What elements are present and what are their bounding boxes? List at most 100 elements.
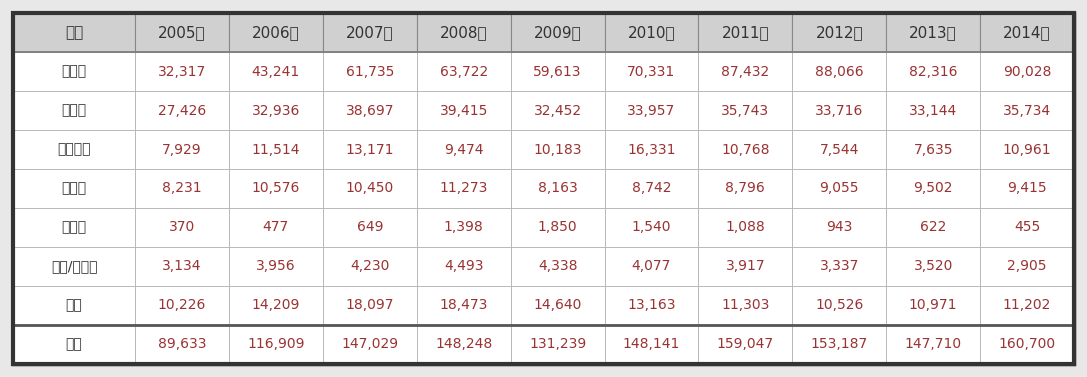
- Text: 8,796: 8,796: [725, 181, 765, 196]
- Text: 2012년: 2012년: [815, 25, 863, 40]
- Text: 147,710: 147,710: [904, 337, 962, 351]
- Bar: [511, 325, 604, 364]
- Bar: [980, 325, 1074, 364]
- Text: 9,415: 9,415: [1008, 181, 1047, 196]
- Bar: [416, 169, 511, 208]
- Bar: [416, 247, 511, 286]
- Bar: [229, 286, 323, 325]
- Text: 160,700: 160,700: [999, 337, 1055, 351]
- Bar: [416, 13, 511, 52]
- Bar: [229, 52, 323, 91]
- Text: 2007년: 2007년: [346, 25, 393, 40]
- Bar: [229, 169, 323, 208]
- Bar: [229, 208, 323, 247]
- Text: 33,144: 33,144: [909, 104, 958, 118]
- Bar: [886, 130, 980, 169]
- Text: 상업용: 상업용: [62, 104, 87, 118]
- Text: 116,909: 116,909: [247, 337, 304, 351]
- Bar: [135, 52, 229, 91]
- Bar: [792, 208, 886, 247]
- Text: 148,141: 148,141: [623, 337, 680, 351]
- Text: 농수산용: 농수산용: [58, 143, 91, 156]
- Text: 10,768: 10,768: [721, 143, 770, 156]
- Bar: [511, 13, 604, 52]
- Bar: [604, 208, 699, 247]
- Text: 교육/사회용: 교육/사회용: [51, 259, 98, 273]
- Bar: [792, 91, 886, 130]
- Bar: [604, 13, 699, 52]
- Bar: [604, 247, 699, 286]
- Bar: [604, 91, 699, 130]
- Bar: [229, 91, 323, 130]
- Text: 33,716: 33,716: [815, 104, 863, 118]
- Text: 8,163: 8,163: [538, 181, 577, 196]
- Bar: [416, 208, 511, 247]
- Text: 2009년: 2009년: [534, 25, 582, 40]
- Text: 3,337: 3,337: [820, 259, 859, 273]
- Text: 1,850: 1,850: [538, 221, 577, 234]
- Text: 27,426: 27,426: [158, 104, 207, 118]
- Text: 10,526: 10,526: [815, 298, 863, 313]
- Text: 3,520: 3,520: [913, 259, 953, 273]
- Text: 공공용: 공공용: [62, 221, 87, 234]
- Text: 61,735: 61,735: [346, 64, 393, 79]
- Text: 4,338: 4,338: [538, 259, 577, 273]
- Text: 3,956: 3,956: [257, 259, 296, 273]
- Bar: [792, 52, 886, 91]
- Text: 4,493: 4,493: [443, 259, 484, 273]
- Text: 82,316: 82,316: [909, 64, 958, 79]
- Text: 2005년: 2005년: [159, 25, 205, 40]
- Bar: [699, 286, 792, 325]
- Bar: [323, 91, 416, 130]
- Text: 7,635: 7,635: [913, 143, 953, 156]
- Text: 89,633: 89,633: [158, 337, 207, 351]
- Bar: [604, 286, 699, 325]
- Bar: [135, 325, 229, 364]
- Text: 148,248: 148,248: [435, 337, 492, 351]
- Text: 2014년: 2014년: [1003, 25, 1051, 40]
- Bar: [511, 91, 604, 130]
- Text: 10,971: 10,971: [909, 298, 958, 313]
- Bar: [604, 169, 699, 208]
- Bar: [699, 169, 792, 208]
- Text: 59,613: 59,613: [534, 64, 582, 79]
- Bar: [886, 325, 980, 364]
- Text: 2010년: 2010년: [627, 25, 675, 40]
- Text: 공업용: 공업용: [62, 181, 87, 196]
- Bar: [792, 286, 886, 325]
- Text: 4,077: 4,077: [632, 259, 671, 273]
- Text: 9,474: 9,474: [443, 143, 484, 156]
- Bar: [135, 13, 229, 52]
- Bar: [792, 13, 886, 52]
- Text: 622: 622: [920, 221, 947, 234]
- Text: 주거용: 주거용: [62, 64, 87, 79]
- Bar: [980, 208, 1074, 247]
- Bar: [980, 247, 1074, 286]
- Text: 13,163: 13,163: [627, 298, 676, 313]
- Text: 35,734: 35,734: [1003, 104, 1051, 118]
- Text: 14,640: 14,640: [534, 298, 582, 313]
- Bar: [135, 247, 229, 286]
- Text: 32,317: 32,317: [158, 64, 207, 79]
- Bar: [416, 325, 511, 364]
- Text: 2006년: 2006년: [252, 25, 300, 40]
- Bar: [886, 169, 980, 208]
- Bar: [416, 286, 511, 325]
- Bar: [416, 52, 511, 91]
- Bar: [699, 325, 792, 364]
- Bar: [980, 169, 1074, 208]
- Bar: [699, 13, 792, 52]
- Text: 1,540: 1,540: [632, 221, 671, 234]
- Bar: [511, 52, 604, 91]
- Text: 8,231: 8,231: [162, 181, 202, 196]
- Text: 455: 455: [1014, 221, 1040, 234]
- Bar: [229, 13, 323, 52]
- Text: 38,697: 38,697: [346, 104, 395, 118]
- Text: 10,450: 10,450: [346, 181, 393, 196]
- Text: 8,742: 8,742: [632, 181, 671, 196]
- Text: 11,202: 11,202: [1003, 298, 1051, 313]
- Text: 1,398: 1,398: [443, 221, 484, 234]
- Text: 943: 943: [826, 221, 852, 234]
- Text: 10,226: 10,226: [158, 298, 207, 313]
- Bar: [323, 208, 416, 247]
